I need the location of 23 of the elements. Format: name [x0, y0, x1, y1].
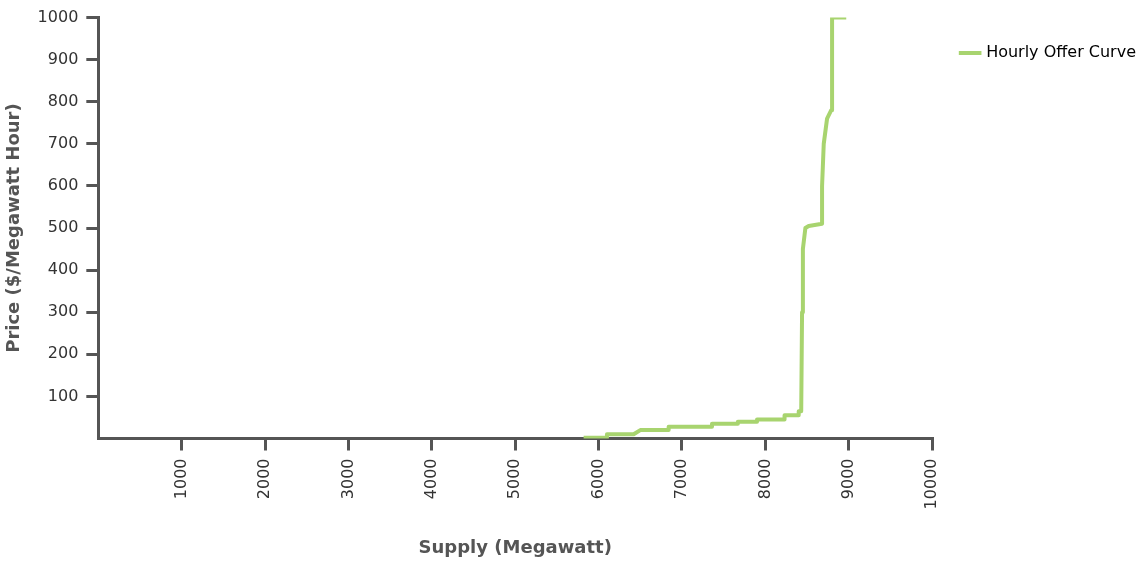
x-tick-label: 9000 [837, 458, 857, 500]
x-tick-label: 1000 [170, 458, 190, 500]
x-tick-label: 6000 [587, 458, 607, 500]
x-tick-label: 2000 [254, 458, 274, 500]
x-axis-title: Supply (Megawatt) [418, 535, 612, 557]
x-tick-label: 3000 [337, 458, 357, 500]
y-tick-label: 100 [47, 385, 79, 405]
x-tick-label: 10000 [921, 458, 941, 510]
y-tick-label: 200 [47, 343, 79, 363]
y-axis-title: Price ($/Megawatt Hour) [2, 103, 24, 353]
x-tick-label: 5000 [504, 458, 524, 500]
y-tick-label: 600 [47, 175, 79, 195]
y-tick-label: 300 [47, 301, 79, 321]
y-tick-label: 400 [47, 259, 79, 279]
y-tick-label: 800 [47, 90, 79, 110]
y-tick-label: 900 [47, 48, 79, 68]
y-tick-label: 1000 [37, 6, 79, 26]
legend-label: Hourly Offer Curve [986, 42, 1137, 62]
x-tick-label: 7000 [671, 458, 691, 500]
x-tick-label: 8000 [754, 458, 774, 500]
x-tick-label: 4000 [421, 458, 440, 500]
y-tick-label: 500 [47, 217, 79, 237]
y-tick-label: 700 [47, 133, 79, 153]
